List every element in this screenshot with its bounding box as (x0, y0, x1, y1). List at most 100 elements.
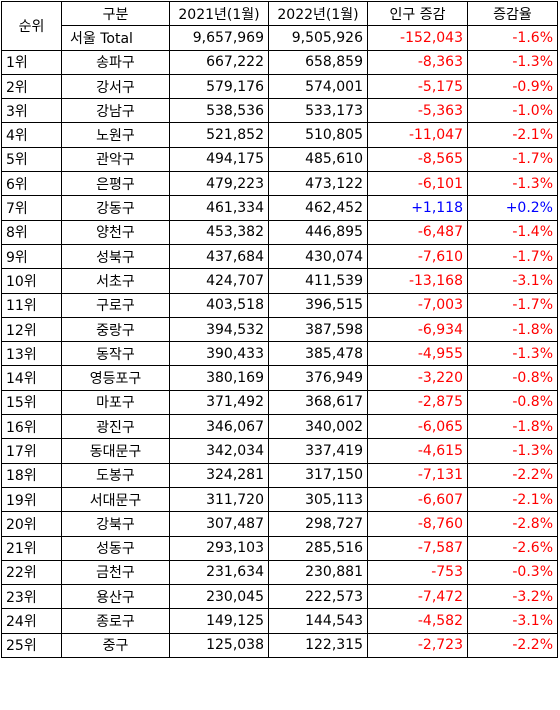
cell-change: -7,610 (367, 243, 468, 270)
cell-district: 도봉구 (61, 462, 170, 488)
cell-pop2022: 222,573 (268, 584, 368, 610)
cell-pop2022: 230,881 (268, 559, 368, 586)
cell-rate: -2.8% (467, 511, 558, 537)
table-row: 23위 용산구 230,045 222,573 -7,472 -3.2% (1, 584, 558, 610)
cell-rate: -2.6% (467, 535, 558, 561)
cell-change: -11,047 (367, 122, 468, 148)
cell-rank: 6위 (1, 171, 62, 197)
cell-change: -8,363 (367, 49, 468, 75)
cell-pop2022: 340,002 (268, 414, 368, 440)
cell-rate: -3.1% (467, 608, 558, 634)
cell-pop2022: 574,001 (268, 73, 368, 100)
table-row: 10위 서초구 424,707 411,539 -13,168 -3.1% (1, 268, 558, 294)
cell-change: -7,003 (367, 292, 468, 318)
cell-district: 마포구 (61, 389, 170, 416)
header-row: 순위 구분 2021년(1월) 2022년(1월) 인구 증감 증감율 (1, 0, 558, 51)
cell-change: -7,587 (367, 535, 468, 561)
table-row: 3위 강남구 538,536 533,173 -5,363 -1.0% (1, 98, 558, 124)
cell-rate: -1.7% (467, 146, 558, 173)
seoul-population-table: 순위 구분 2021년(1월) 2022년(1월) 인구 증감 증감율 서울 T… (1, 0, 558, 659)
cell-district: 서대문구 (61, 486, 170, 513)
cell-rate: -1.3% (467, 49, 558, 75)
total-pop2021: 9,657,969 (169, 25, 269, 51)
header-change: 인구 증감 (367, 0, 468, 27)
cell-rate: -1.3% (467, 438, 558, 464)
cell-change: +1,118 (367, 195, 468, 221)
cell-pop2022: 376,949 (268, 365, 368, 391)
table-row: 13위 동작구 390,433 385,478 -4,955 -1.3% (1, 341, 558, 367)
cell-change: -6,607 (367, 486, 468, 513)
cell-rank: 8위 (1, 219, 62, 245)
cell-district: 용산구 (61, 584, 170, 610)
cell-rate: -1.7% (467, 243, 558, 270)
cell-pop2021: 494,175 (169, 146, 269, 173)
cell-pop2022: 462,452 (268, 195, 368, 221)
cell-district: 양천구 (61, 219, 170, 245)
header-pop2022: 2022년(1월) (268, 0, 368, 27)
cell-pop2022: 411,539 (268, 268, 368, 294)
cell-change: -3,220 (367, 365, 468, 391)
cell-pop2022: 298,727 (268, 511, 368, 537)
cell-pop2021: 307,487 (169, 511, 269, 537)
cell-pop2022: 317,150 (268, 462, 368, 488)
cell-change: -6,934 (367, 316, 468, 343)
cell-pop2021: 521,852 (169, 122, 269, 148)
cell-pop2021: 437,684 (169, 243, 269, 270)
table-row: 8위 양천구 453,382 446,895 -6,487 -1.4% (1, 219, 558, 245)
cell-rank: 2위 (1, 73, 62, 100)
cell-pop2022: 305,113 (268, 486, 368, 513)
cell-rank: 9위 (1, 243, 62, 270)
table-row: 4위 노원구 521,852 510,805 -11,047 -2.1% (1, 122, 558, 148)
cell-pop2022: 387,598 (268, 316, 368, 343)
table-row: 12위 중랑구 394,532 387,598 -6,934 -1.8% (1, 316, 558, 343)
cell-rank: 16위 (1, 414, 62, 440)
table-row: 21위 성동구 293,103 285,516 -7,587 -2.6% (1, 535, 558, 561)
cell-pop2021: 394,532 (169, 316, 269, 343)
table-row: 19위 서대문구 311,720 305,113 -6,607 -2.1% (1, 486, 558, 513)
cell-rate: -1.4% (467, 219, 558, 245)
cell-rank: 4위 (1, 122, 62, 148)
cell-rate: -3.2% (467, 584, 558, 610)
cell-rank: 12위 (1, 316, 62, 343)
cell-change: -8,565 (367, 146, 468, 173)
cell-pop2021: 149,125 (169, 608, 269, 634)
cell-district: 서초구 (61, 268, 170, 294)
cell-pop2021: 231,634 (169, 559, 269, 586)
cell-pop2022: 122,315 (268, 632, 368, 659)
cell-district: 은평구 (61, 171, 170, 197)
cell-change: -6,065 (367, 414, 468, 440)
cell-pop2022: 285,516 (268, 535, 368, 561)
cell-rank: 24위 (1, 608, 62, 634)
cell-change: -8,760 (367, 511, 468, 537)
cell-district: 관악구 (61, 146, 170, 173)
cell-rank: 5위 (1, 146, 62, 173)
cell-rank: 25위 (1, 632, 62, 659)
cell-pop2021: 538,536 (169, 98, 269, 124)
cell-district: 영등포구 (61, 365, 170, 391)
header-pop2021: 2021년(1월) (169, 0, 269, 27)
cell-district: 노원구 (61, 122, 170, 148)
cell-pop2021: 230,045 (169, 584, 269, 610)
total-rate: -1.6% (467, 25, 558, 51)
header-rate: 증감율 (467, 0, 558, 27)
cell-pop2021: 125,038 (169, 632, 269, 659)
total-pop2022: 9,505,926 (268, 25, 368, 51)
cell-district: 동작구 (61, 341, 170, 367)
cell-change: -4,955 (367, 341, 468, 367)
cell-change: -7,472 (367, 584, 468, 610)
cell-pop2022: 385,478 (268, 341, 368, 367)
cell-pop2021: 390,433 (169, 341, 269, 367)
cell-rank: 21위 (1, 535, 62, 561)
cell-district: 금천구 (61, 559, 170, 586)
cell-rank: 23위 (1, 584, 62, 610)
cell-rate: -1.3% (467, 341, 558, 367)
cell-district: 성북구 (61, 243, 170, 270)
cell-district: 종로구 (61, 608, 170, 634)
cell-rank: 7위 (1, 195, 62, 221)
cell-change: -2,875 (367, 389, 468, 416)
table-row: 2위 강서구 579,176 574,001 -5,175 -0.9% (1, 73, 558, 100)
cell-rate: -1.7% (467, 292, 558, 318)
table-row: 5위 관악구 494,175 485,610 -8,565 -1.7% (1, 146, 558, 173)
cell-change: -6,487 (367, 219, 468, 245)
cell-pop2021: 424,707 (169, 268, 269, 294)
